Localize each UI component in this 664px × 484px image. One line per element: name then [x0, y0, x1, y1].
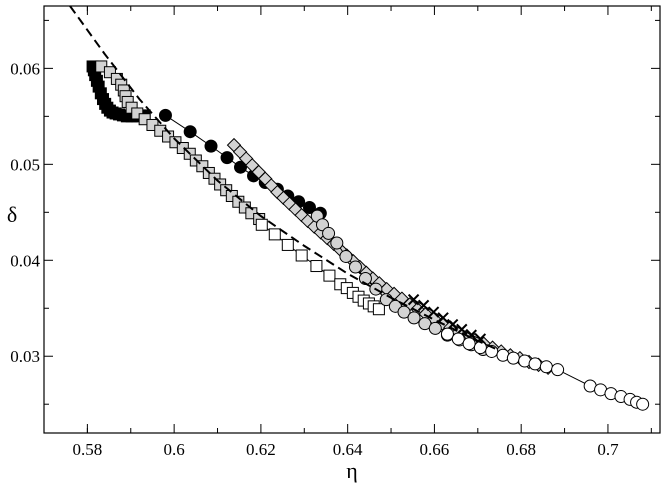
x-tick-label: 0.58 — [73, 440, 103, 459]
circle-marker — [440, 327, 454, 341]
circle-marker — [330, 236, 344, 250]
circle-marker — [551, 363, 565, 377]
series-3 — [255, 218, 385, 316]
square-marker — [295, 249, 308, 262]
square-marker — [255, 218, 268, 231]
x-tick-label: 0.66 — [420, 440, 450, 459]
circle-marker — [539, 360, 553, 374]
y-tick-label: 0.04 — [10, 251, 40, 270]
x-marker — [427, 306, 440, 318]
x-tick-label: 0.6 — [164, 440, 185, 459]
x-tick-label: 0.68 — [506, 440, 536, 459]
x-tick-label: 0.62 — [246, 440, 276, 459]
circle-marker — [204, 139, 218, 153]
circle-marker — [397, 305, 411, 319]
circle-marker — [302, 201, 316, 215]
series-4 — [226, 137, 556, 375]
y-tick-label: 0.03 — [10, 347, 40, 366]
x-marker — [437, 312, 449, 324]
square-marker — [196, 160, 209, 173]
circle-marker — [322, 226, 336, 240]
circle-marker — [418, 317, 432, 331]
circle-marker — [462, 337, 476, 351]
circle-marker — [407, 311, 421, 325]
circle-marker — [183, 125, 197, 139]
x-axis-label: η — [346, 458, 358, 483]
circle-marker — [428, 321, 442, 335]
series-2 — [95, 60, 266, 226]
square-marker — [310, 260, 323, 273]
x-marker — [417, 299, 430, 312]
series-8 — [69, 5, 496, 350]
square-marker — [103, 66, 116, 79]
dashed-curve — [69, 5, 496, 350]
y-tick-label: 0.06 — [10, 59, 40, 78]
circle-marker — [220, 151, 234, 165]
circle-marker — [234, 160, 248, 174]
circle-marker — [339, 249, 353, 263]
x-marker — [407, 293, 420, 306]
y-axis-ticks: 0.03 0.04 0.05 0.06 — [10, 19, 660, 405]
x-axis-ticks: 0.58 0.6 0.62 0.64 0.66 0.68 0.7 — [43, 6, 652, 459]
x-tick-label: 0.7 — [597, 440, 619, 459]
square-marker — [268, 228, 281, 241]
circle-marker — [636, 397, 650, 411]
circle-marker — [451, 332, 465, 346]
y-axis-label: δ — [7, 202, 17, 227]
circle-marker — [348, 260, 362, 274]
square-marker — [281, 238, 294, 251]
square-marker — [372, 303, 385, 316]
series-line — [233, 144, 549, 369]
plot-frame — [43, 5, 661, 434]
series-7 — [440, 327, 650, 411]
series-5 — [407, 293, 487, 345]
circle-marker — [506, 351, 520, 365]
y-tick-label: 0.05 — [10, 155, 40, 174]
circle-marker — [473, 341, 487, 355]
circle-marker — [528, 357, 542, 371]
x-tick-label: 0.64 — [333, 440, 363, 459]
series-layer — [69, 5, 650, 411]
square-marker — [323, 269, 336, 282]
circle-marker — [158, 108, 172, 122]
